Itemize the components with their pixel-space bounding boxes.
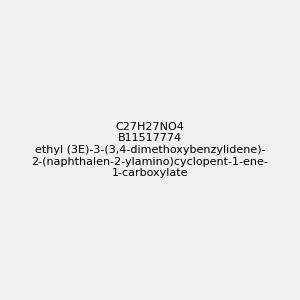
Text: C27H27NO4
B11517774
ethyl (3E)-3-(3,4-dimethoxybenzylidene)-
2-(naphthalen-2-yla: C27H27NO4 B11517774 ethyl (3E)-3-(3,4-di… [32,122,268,178]
